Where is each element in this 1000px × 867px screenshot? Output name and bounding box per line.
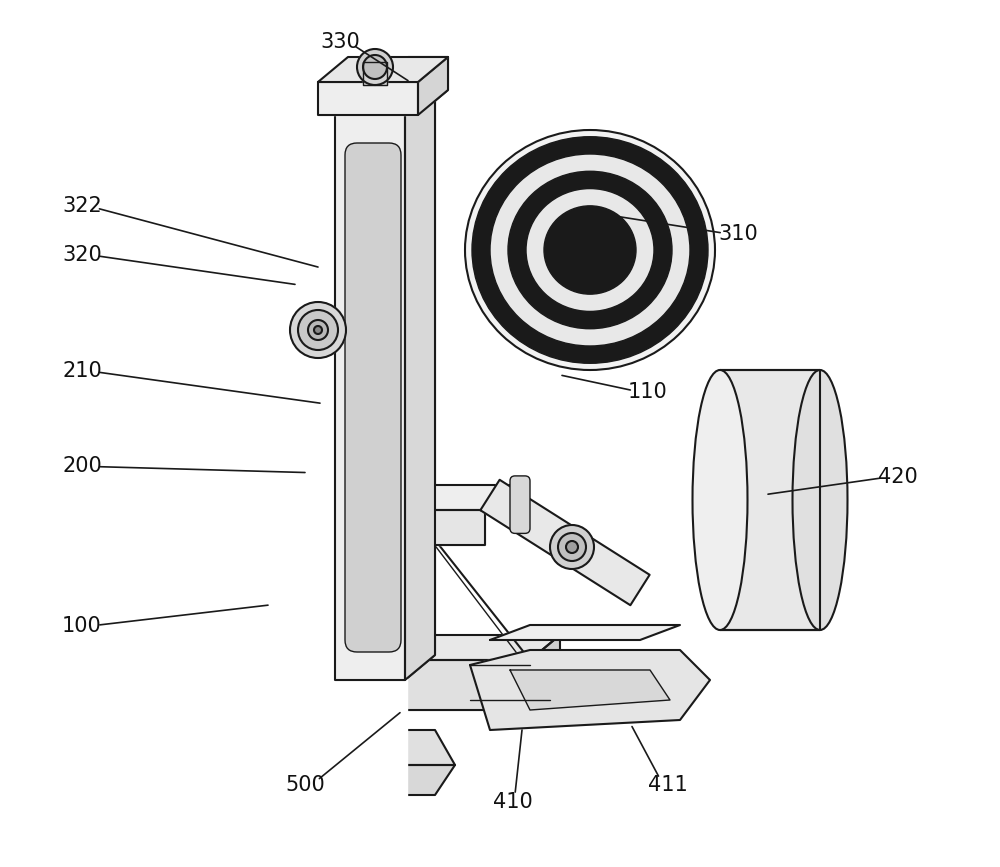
Circle shape (298, 310, 338, 350)
Polygon shape (335, 510, 485, 545)
Polygon shape (365, 765, 455, 795)
Text: 200: 200 (62, 456, 102, 477)
Ellipse shape (692, 370, 748, 630)
Circle shape (550, 525, 594, 569)
Text: 330: 330 (320, 31, 360, 52)
Ellipse shape (544, 205, 636, 294)
Text: 411: 411 (648, 774, 688, 795)
Circle shape (558, 533, 586, 561)
Circle shape (308, 320, 328, 340)
Polygon shape (363, 62, 387, 85)
Polygon shape (318, 82, 418, 115)
Polygon shape (335, 485, 515, 510)
Polygon shape (335, 105, 405, 680)
Circle shape (290, 302, 346, 358)
Ellipse shape (526, 188, 654, 311)
Polygon shape (158, 680, 240, 725)
Polygon shape (318, 57, 448, 82)
Circle shape (298, 310, 338, 350)
Ellipse shape (465, 130, 715, 370)
Circle shape (308, 320, 328, 340)
Bar (0, 0, 407, 867)
Text: 110: 110 (628, 381, 668, 402)
Text: 500: 500 (285, 774, 325, 795)
Polygon shape (405, 80, 435, 680)
Polygon shape (318, 57, 448, 82)
Polygon shape (510, 670, 670, 710)
Polygon shape (405, 80, 435, 680)
Polygon shape (185, 660, 530, 710)
Polygon shape (365, 730, 455, 765)
Text: 420: 420 (878, 466, 918, 487)
Polygon shape (530, 635, 560, 710)
Polygon shape (335, 80, 435, 105)
Polygon shape (418, 57, 448, 115)
Polygon shape (158, 655, 270, 680)
Text: 310: 310 (718, 224, 758, 244)
FancyBboxPatch shape (345, 143, 401, 652)
Circle shape (363, 55, 387, 79)
Polygon shape (418, 57, 448, 115)
FancyBboxPatch shape (510, 476, 530, 533)
Polygon shape (363, 62, 387, 85)
Polygon shape (720, 370, 820, 630)
Ellipse shape (490, 154, 690, 346)
Circle shape (290, 302, 346, 358)
Polygon shape (185, 635, 560, 660)
Polygon shape (490, 625, 680, 640)
Polygon shape (318, 82, 418, 115)
Ellipse shape (792, 370, 848, 630)
Text: 410: 410 (493, 792, 533, 812)
Text: 100: 100 (62, 616, 102, 636)
Circle shape (314, 326, 322, 334)
Circle shape (357, 49, 393, 85)
Circle shape (363, 55, 387, 79)
Polygon shape (480, 479, 650, 605)
Ellipse shape (472, 137, 708, 363)
Circle shape (566, 541, 578, 553)
Polygon shape (335, 105, 405, 680)
Text: 322: 322 (62, 196, 102, 217)
Ellipse shape (508, 172, 672, 329)
Circle shape (314, 326, 322, 334)
Text: 320: 320 (62, 244, 102, 265)
Polygon shape (470, 650, 710, 730)
Circle shape (357, 49, 393, 85)
Text: 210: 210 (62, 361, 102, 381)
FancyBboxPatch shape (345, 143, 401, 652)
Polygon shape (335, 80, 435, 105)
